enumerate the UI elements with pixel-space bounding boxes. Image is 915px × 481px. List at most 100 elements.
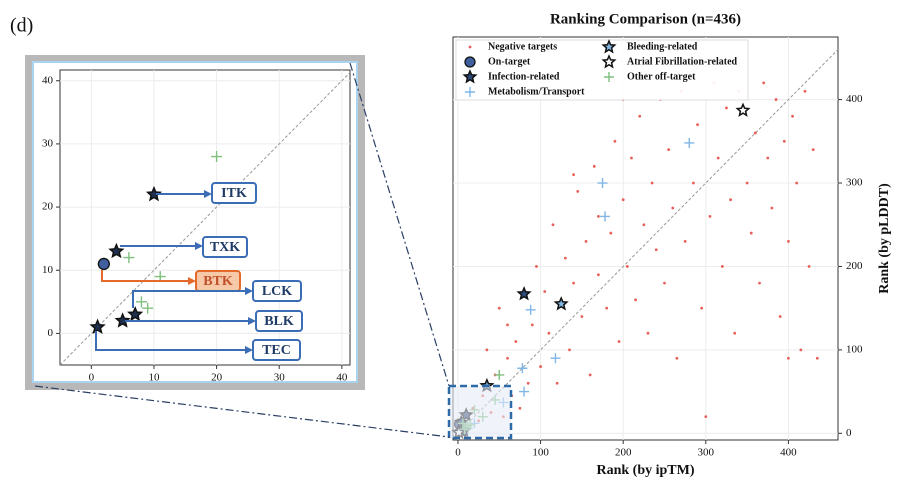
point xyxy=(580,315,584,318)
point xyxy=(535,265,538,268)
x-tick-label: 40 xyxy=(336,372,348,384)
point xyxy=(597,214,600,218)
point xyxy=(725,106,728,110)
annotation-box xyxy=(252,280,302,302)
point xyxy=(716,156,720,160)
legend-box xyxy=(455,39,749,101)
y-tick-label: 200 xyxy=(846,260,863,272)
point xyxy=(782,139,786,143)
point xyxy=(735,102,751,117)
point xyxy=(762,81,766,85)
point xyxy=(613,139,617,143)
point xyxy=(708,214,712,218)
arrow-head xyxy=(188,277,196,285)
legend-label: Infection-related xyxy=(488,71,560,82)
point xyxy=(650,181,654,185)
point xyxy=(795,181,799,185)
point xyxy=(123,252,135,264)
legend-label: Metabolism/Transport xyxy=(488,86,585,97)
zoom-connector xyxy=(34,385,450,438)
point xyxy=(811,148,815,152)
annotation-arrow xyxy=(101,270,193,282)
point xyxy=(704,415,708,419)
x-tick-label: 300 xyxy=(698,447,715,459)
point xyxy=(127,305,144,322)
x-tick-label: 0 xyxy=(89,372,95,384)
legend-marker xyxy=(604,72,614,82)
point xyxy=(745,181,749,185)
legend-label: Bleeding-related xyxy=(627,41,698,52)
point xyxy=(97,257,110,271)
y-tick-label: 100 xyxy=(846,343,863,355)
point xyxy=(638,114,642,118)
point xyxy=(530,323,534,327)
point xyxy=(550,353,561,364)
x-tick-label: 20 xyxy=(211,372,223,384)
point xyxy=(803,89,807,93)
y-axis-label: Rank (by pLDDT) xyxy=(877,183,892,294)
annotation-arrow xyxy=(95,331,250,351)
point xyxy=(663,281,666,285)
y-tick-label: 10 xyxy=(42,264,54,276)
point xyxy=(539,365,542,368)
point xyxy=(494,369,505,380)
point xyxy=(617,340,621,343)
y-tick-label: 300 xyxy=(846,177,863,189)
chart-title: Ranking Comparison (n=436) xyxy=(550,11,741,27)
diagonal-line xyxy=(59,72,351,366)
arrow-head xyxy=(245,287,253,295)
point xyxy=(485,348,489,352)
point xyxy=(753,131,757,135)
point xyxy=(667,148,671,152)
point xyxy=(600,211,611,222)
legend-label: Negative targets xyxy=(488,41,557,52)
diagonal-line xyxy=(452,49,839,439)
annotation-label: ITK xyxy=(221,186,247,201)
point xyxy=(729,198,732,202)
arrow-head xyxy=(245,346,253,354)
legend-marker xyxy=(462,69,478,84)
point xyxy=(696,123,699,127)
arrow-head xyxy=(248,317,256,325)
annotation-box xyxy=(202,236,248,258)
point xyxy=(211,151,223,163)
legend-marker xyxy=(468,45,472,49)
point xyxy=(588,373,592,377)
point xyxy=(114,312,131,328)
x-tick-label: 0 xyxy=(455,447,461,459)
y-tick-label: 0 xyxy=(48,327,54,339)
annotation-box xyxy=(211,182,257,204)
legend-marker xyxy=(465,87,475,97)
point xyxy=(720,265,724,268)
point xyxy=(518,406,522,410)
point xyxy=(584,240,588,243)
point xyxy=(778,315,782,318)
annotation-box xyxy=(255,310,303,332)
point xyxy=(770,206,774,210)
point xyxy=(555,381,559,385)
y-tick-label: 0 xyxy=(846,427,852,439)
legend-label: Atrial Fibrillation-related xyxy=(627,56,738,67)
point xyxy=(684,137,695,148)
point xyxy=(671,206,675,210)
x-tick-label: 10 xyxy=(148,372,160,384)
point xyxy=(799,348,803,352)
annotation-arrow xyxy=(132,290,250,308)
x-tick-label: 100 xyxy=(532,447,549,459)
point xyxy=(791,114,794,118)
point xyxy=(516,286,532,301)
point xyxy=(733,331,737,335)
point xyxy=(135,296,147,308)
panel-label: (d) xyxy=(10,15,33,37)
point xyxy=(634,298,637,302)
point xyxy=(517,363,528,374)
point xyxy=(787,356,790,360)
point xyxy=(525,304,536,315)
point xyxy=(572,173,576,177)
point xyxy=(774,98,778,101)
annotation-box xyxy=(252,339,301,361)
point xyxy=(625,265,629,268)
point xyxy=(815,356,819,360)
legend-label: Other off-target xyxy=(627,71,696,82)
legend-marker xyxy=(601,54,617,69)
